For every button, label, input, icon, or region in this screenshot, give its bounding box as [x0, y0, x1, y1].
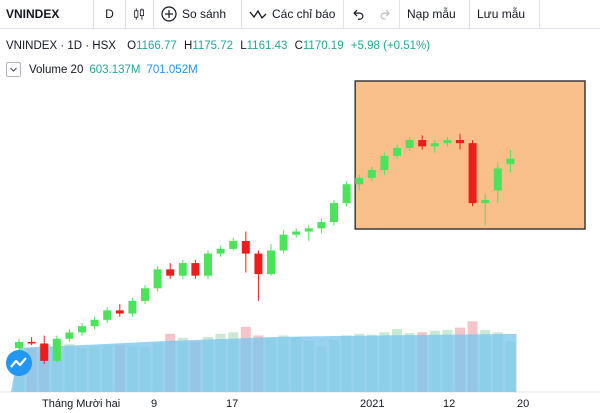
candle-body — [191, 263, 200, 276]
candle-body — [493, 168, 502, 191]
candle-body — [65, 332, 74, 339]
candle-body — [204, 253, 212, 276]
candle-body — [128, 300, 137, 314]
candle-body — [367, 170, 376, 178]
candle-body — [506, 158, 515, 165]
candle-body — [443, 140, 452, 144]
candle-body — [78, 326, 86, 333]
volume-indicator-name: Volume 20 — [29, 63, 84, 76]
volume-ma-value: 701.052M — [146, 63, 198, 76]
volume-value: 603.137M — [89, 63, 141, 76]
candlestick-icon — [134, 8, 144, 20]
candle-body — [468, 143, 477, 204]
candle-body — [430, 143, 439, 147]
candle-body — [103, 310, 112, 320]
candle-body — [229, 240, 238, 249]
candle-body — [355, 177, 364, 185]
undo-icon — [353, 9, 364, 20]
symbol-search-button[interactable]: VNINDEX — [0, 0, 94, 28]
legend-title: VNINDEX · 1D · HSX — [6, 40, 116, 52]
x-axis-label-17: 17 — [226, 398, 239, 410]
templates-label: Nạp mẫu — [407, 7, 456, 21]
collapse-legend-button[interactable] — [6, 62, 21, 77]
chevron-down-icon — [10, 67, 17, 72]
candle-body — [304, 228, 313, 232]
plus-circle-icon — [161, 6, 177, 22]
candle-body — [481, 199, 490, 204]
candle-body — [15, 341, 23, 349]
tradingview-logo-icon[interactable] — [6, 350, 32, 376]
high-label: H — [184, 40, 193, 52]
volume-ma-area — [11, 334, 517, 392]
close-value: 1170.19 — [302, 40, 344, 52]
candle-body — [380, 155, 389, 171]
open-label: O — [127, 40, 137, 52]
compare-button[interactable]: So sánh — [154, 0, 242, 28]
redo-icon — [380, 9, 390, 20]
candle-body — [317, 222, 326, 229]
candle-body — [115, 310, 124, 314]
candle-body — [279, 234, 288, 251]
x-axis-label-12: 12 — [443, 398, 456, 410]
change-value: +5.98 (+0.51%) — [350, 40, 431, 52]
candle-body — [267, 250, 275, 275]
candle-body — [178, 263, 187, 276]
x-axis-label-20: 20 — [517, 398, 530, 410]
load-template-button[interactable]: Nạp mẫu — [400, 0, 470, 28]
interval-button[interactable]: D — [94, 0, 126, 28]
candle-body — [292, 231, 301, 235]
open-value: 1166.77 — [136, 40, 177, 52]
close-label: C — [294, 40, 303, 52]
candle-body — [418, 140, 427, 147]
top-toolbar: VNINDEX D So sánh Các chỉ báo — [0, 0, 600, 29]
interval-label: D — [105, 7, 114, 21]
chart-style-button[interactable] — [126, 0, 154, 28]
high-value: 1175.72 — [192, 40, 234, 52]
symbol-label: VNINDEX — [6, 7, 60, 21]
ohlc-legend: VNINDEX · 1D · HSX O1166.77 H1175.72 L11… — [6, 40, 430, 52]
low-label: L — [240, 40, 247, 52]
candle-body — [216, 248, 225, 254]
candle-body — [40, 343, 49, 361]
candle-body — [27, 341, 36, 344]
candle-body — [456, 140, 464, 144]
candle-body — [254, 253, 263, 275]
candle-body — [52, 338, 61, 361]
candle-body — [153, 269, 162, 289]
volume-legend: Volume 20 603.137M 701.052M — [6, 62, 198, 77]
candle-body — [166, 269, 175, 276]
candle-body — [405, 140, 414, 148]
candle-body — [330, 203, 338, 223]
candle-body — [90, 319, 99, 327]
x-axis-label-dec: Tháng Mười hai — [42, 398, 121, 410]
save-template-button[interactable]: Lưu mẫu — [470, 0, 540, 28]
indicators-label: Các chỉ báo — [272, 7, 336, 21]
save-label: Lưu mẫu — [477, 7, 526, 21]
undo-button[interactable] — [344, 0, 372, 28]
candle-body — [141, 288, 149, 301]
indicators-button[interactable]: Các chỉ báo — [242, 0, 344, 28]
logo-mountain-icon — [10, 357, 27, 368]
redo-button[interactable] — [372, 0, 400, 28]
candle-body — [393, 147, 401, 156]
indicator-wave-icon — [249, 9, 267, 20]
candle-body — [342, 184, 351, 204]
low-value: 1161.43 — [246, 40, 288, 52]
x-axis-label-2021: 2021 — [360, 398, 385, 410]
compare-label: So sánh — [182, 7, 227, 21]
candle-body — [241, 240, 250, 254]
x-axis-label-9: 9 — [151, 398, 158, 410]
